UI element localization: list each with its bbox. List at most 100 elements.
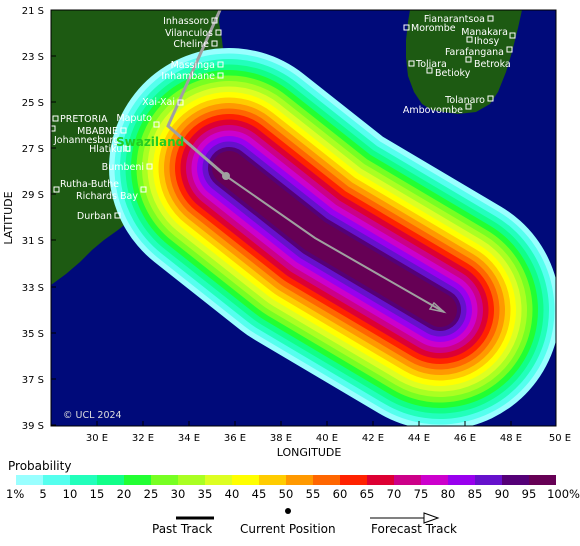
legend-label: 1% [6, 487, 24, 501]
legend-swatch [367, 475, 394, 485]
city-label: Maputo [116, 113, 152, 124]
legend-label: 90 [495, 487, 510, 501]
city-label: Ihosy [474, 36, 500, 47]
legend-label: 20 [117, 487, 132, 501]
city-label: Johannesburg [53, 135, 119, 146]
legend-label: 25 [144, 487, 159, 501]
current-position-marker [222, 172, 230, 180]
city-label: Massinga [171, 60, 215, 71]
legend-label: 60 [333, 487, 348, 501]
lon-tick-label: 44 E [408, 433, 430, 444]
legend-label: 5 [39, 487, 46, 501]
legend-label: 40 [225, 487, 240, 501]
legend-label: 45 [252, 487, 267, 501]
lat-tick-label: 33 S [22, 283, 44, 294]
current-position-key-dot [285, 508, 291, 514]
lat-tick-label: 25 S [22, 98, 44, 109]
city-label: Inhambane [161, 71, 215, 82]
city-label: Tolanaro [444, 95, 485, 106]
legend-swatch [232, 475, 259, 485]
city-label: Morombe [411, 23, 456, 34]
legend-swatch [16, 475, 43, 485]
forecast-track-key-arrow [423, 512, 440, 524]
city-label: Inhassoro [163, 16, 209, 27]
lat-axis: 21 S 23 S 25 S 27 S 29 S 31 S 33 S 35 S … [22, 6, 56, 432]
city-label: Vilanculos [165, 28, 213, 39]
city-label: Farafangana [445, 47, 504, 58]
city-label: Betroka [474, 59, 511, 70]
lon-tick-label: 36 E [224, 433, 246, 444]
legend-swatch [205, 475, 232, 485]
legend-swatch [151, 475, 178, 485]
legend-label: 100% [547, 487, 580, 501]
probability-legend: 1% 5 10 15 20 25 30 35 40 45 50 55 60 65 70 75 80 85 90 95 1… [6, 475, 580, 501]
legend-label: 95 [522, 487, 537, 501]
lat-tick-label: 35 S [22, 329, 44, 340]
x-axis-title: LONGITUDE [277, 446, 342, 459]
legend-label: 70 [387, 487, 402, 501]
legend-label: 15 [90, 487, 105, 501]
city-label: Betioky [435, 68, 471, 79]
legend-label: 85 [468, 487, 483, 501]
city-label: Fianarantsoa [424, 14, 485, 25]
probability-cone [109, 48, 556, 426]
legend-swatch [259, 475, 286, 485]
city-label: MBABNE [77, 126, 118, 137]
legend-label: 50 [279, 487, 294, 501]
legend-swatch [124, 475, 151, 485]
legend-swatch [178, 475, 205, 485]
city-label: Cheline [173, 39, 209, 50]
plot-frame [50, 9, 557, 427]
city-label: Hlatikulu [89, 144, 131, 155]
forecast-track-label: Forecast Track [371, 522, 457, 536]
lon-tick-label: 46 E [454, 433, 476, 444]
city-label: Bumbeni [102, 162, 144, 173]
legend-swatch [340, 475, 367, 485]
legend-title: Probability [8, 459, 72, 473]
past-track-label: Past Track [152, 522, 213, 536]
lon-tick-label: 42 E [362, 433, 384, 444]
lon-tick-label: 48 E [500, 433, 522, 444]
current-position-label: Current Position [240, 522, 336, 536]
lat-tick-label: 23 S [22, 52, 44, 63]
legend-label: 75 [414, 487, 429, 501]
legend-swatch [70, 475, 97, 485]
legend-swatch [286, 475, 313, 485]
legend-swatch [97, 475, 124, 485]
lon-axis: 30 E 32 E 34 E 36 E 38 E 40 E 42 E 44 E … [86, 421, 571, 444]
lat-tick-label: 21 S [22, 6, 44, 17]
city-label: PRETORIA [60, 114, 108, 125]
past-track-line [166, 10, 227, 178]
madagascar-land [406, 10, 522, 114]
lat-tick-label: 37 S [22, 375, 44, 386]
legend-label: 30 [171, 487, 186, 501]
city-label: Richards Bay [76, 191, 138, 202]
lon-tick-label: 34 E [178, 433, 200, 444]
legend-swatches [16, 475, 556, 485]
legend-swatch [421, 475, 448, 485]
country-label: Swaziland [116, 135, 184, 149]
legend-swatch [475, 475, 502, 485]
city-label: Durban [77, 211, 112, 222]
lat-tick-label: 31 S [22, 236, 44, 247]
legend-swatch [502, 475, 529, 485]
y-axis-title: LATITUDE [2, 191, 15, 244]
lat-tick-label: 39 S [22, 421, 44, 432]
legend-label: 55 [306, 487, 321, 501]
city-label: Ambovombe [403, 105, 463, 116]
city-label: Toliara [415, 59, 447, 70]
legend-swatch [529, 475, 556, 485]
city-label: Manakara [461, 27, 508, 38]
legend-swatch [43, 475, 70, 485]
lat-tick-label: 29 S [22, 190, 44, 201]
legend-label: 80 [441, 487, 456, 501]
city-label: Xai-Xai [142, 97, 175, 108]
copyright-text: © UCL 2024 [63, 410, 122, 421]
legend-swatch [394, 475, 421, 485]
legend-label: 35 [198, 487, 213, 501]
lat-tick-label: 27 S [22, 144, 44, 155]
forecast-track-line [225, 175, 445, 313]
city-labels: Inhassoro Vilanculos Cheline Massinga In… [51, 14, 516, 222]
legend-labels: 1% 5 10 15 20 25 30 35 40 45 50 55 60 65 70 75 80 85 90 95 1… [6, 487, 580, 501]
